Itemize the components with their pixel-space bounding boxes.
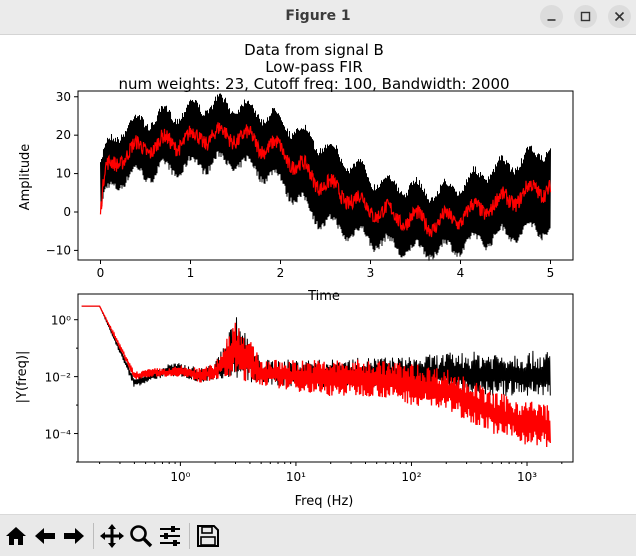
top-xtick-label: 4: [457, 266, 465, 280]
filtered-spectrum-line: [81, 305, 551, 448]
top-ytick-label: 20: [56, 128, 71, 142]
filtered-signal-line: [99, 122, 552, 238]
bottom-ylabel: |Y(freq)|: [15, 351, 30, 404]
back-icon: [35, 528, 55, 544]
home-icon: [6, 527, 26, 545]
bottom-xtick-label: 10⁰: [170, 470, 190, 484]
pan-icon: [100, 524, 124, 548]
top-ytick-label: 30: [56, 90, 71, 104]
bottom-xtick-label: 10³: [517, 470, 537, 484]
bottom-xtick-label: 10¹: [286, 470, 306, 484]
configure-subplots-icon: [160, 526, 180, 546]
back-button[interactable]: [32, 523, 58, 549]
bottom-xtick-label: 10²: [401, 470, 421, 484]
top-ytick-label: 0: [63, 205, 71, 219]
minimize-icon: [547, 19, 556, 21]
top-xtick-label: 0: [97, 266, 105, 280]
zoom-button[interactable]: [128, 523, 154, 549]
top-xtick-label: 1: [187, 266, 195, 280]
top-xtick-label: 3: [367, 266, 375, 280]
figure-title-line-2: Low-pass FIR: [265, 58, 363, 76]
bottom-xlabel: Freq (Hz): [295, 494, 354, 509]
configure-subplots-button[interactable]: [157, 523, 183, 549]
navigation-toolbar: [0, 514, 636, 556]
figure-title-line-3: num weights: 23, Cutoff freq: 100, Bandw…: [118, 75, 509, 93]
figure-canvas[interactable]: Data from signal B Low-pass FIR num weig…: [0, 35, 636, 514]
minimize-button[interactable]: [540, 5, 563, 28]
save-icon: [197, 525, 219, 547]
top-ylabel: Amplitude: [18, 144, 33, 211]
toolbar-separator: [189, 523, 190, 549]
top-xlabel: Time: [307, 289, 340, 304]
top-xtick-label: 5: [547, 266, 555, 280]
bottom-axes-frame: [77, 293, 574, 463]
top-ytick-label: −10: [46, 243, 71, 257]
top-ytick-label: 10: [56, 167, 71, 181]
bottom-ytick-label: 10⁰: [51, 314, 71, 328]
window-titlebar: Figure 1: [0, 0, 636, 35]
save-button[interactable]: [195, 523, 221, 549]
window-title: Figure 1: [285, 8, 351, 24]
pan-button[interactable]: [99, 523, 125, 549]
figure-svg: Data from signal B Low-pass FIR num weig…: [15, 41, 574, 509]
maximize-button[interactable]: [574, 5, 597, 28]
top-xtick-label: 2: [277, 266, 285, 280]
figure-title-line-1: Data from signal B: [244, 41, 384, 59]
maximize-icon: [580, 11, 591, 22]
bottom-ytick-label: 10⁻²: [45, 371, 72, 385]
forward-icon: [64, 528, 84, 544]
bottom-ytick-label: 10⁻⁴: [45, 428, 72, 442]
home-button[interactable]: [3, 523, 29, 549]
toolbar-separator: [93, 523, 94, 549]
raw-signal-line: [100, 93, 551, 261]
top-axes-frame: [77, 90, 574, 261]
close-icon: [614, 11, 625, 22]
zoom-icon: [130, 525, 153, 548]
close-button[interactable]: [608, 5, 631, 28]
forward-button[interactable]: [61, 523, 87, 549]
